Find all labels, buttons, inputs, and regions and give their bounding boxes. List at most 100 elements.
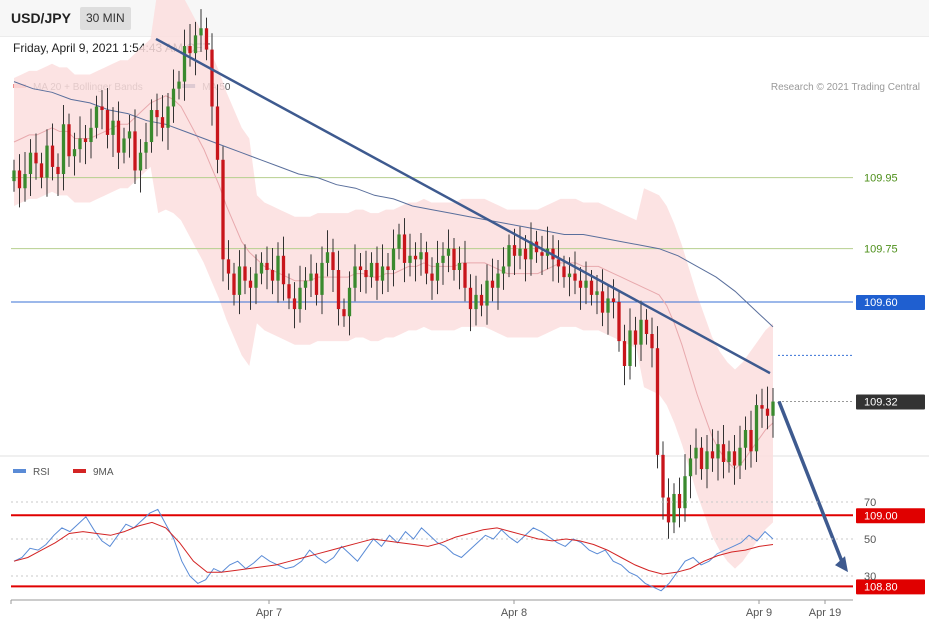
candle-body bbox=[655, 348, 660, 455]
candle-body bbox=[276, 255, 280, 281]
candle-body bbox=[259, 262, 264, 274]
candle-body bbox=[188, 46, 192, 54]
candle-body bbox=[133, 131, 137, 171]
ma50-line bbox=[13, 81, 774, 328]
candle-body bbox=[540, 252, 544, 256]
candle-body bbox=[419, 252, 423, 260]
candle-body bbox=[314, 273, 319, 295]
candle-body bbox=[336, 270, 341, 310]
candle-body bbox=[765, 408, 770, 416]
candle-body bbox=[166, 106, 170, 128]
level-badge bbox=[856, 508, 925, 524]
level-label: 109.00 bbox=[864, 510, 898, 522]
candle-body bbox=[457, 262, 462, 271]
candle-body bbox=[688, 458, 693, 477]
level-badge bbox=[856, 295, 925, 310]
candle-body bbox=[17, 170, 22, 189]
candle-body bbox=[83, 138, 88, 143]
candle-body bbox=[661, 454, 665, 498]
candle-body bbox=[50, 145, 55, 167]
candle-body bbox=[23, 174, 27, 189]
level-label: 109.95 bbox=[864, 173, 898, 185]
candle-body bbox=[78, 138, 82, 150]
candle-body bbox=[221, 159, 225, 260]
forecast-arrow-head bbox=[835, 556, 848, 573]
candle-body bbox=[760, 405, 764, 409]
candle-body bbox=[435, 262, 440, 281]
level-badge bbox=[856, 579, 925, 595]
candle-body bbox=[562, 266, 566, 278]
candle-body bbox=[171, 88, 176, 107]
candle-body bbox=[342, 309, 346, 317]
candle-body bbox=[666, 497, 671, 523]
candle-body bbox=[61, 124, 66, 175]
candle-body bbox=[595, 291, 599, 295]
candle-body bbox=[111, 120, 115, 135]
candle-body bbox=[39, 163, 44, 178]
candle-body bbox=[67, 124, 71, 157]
candle-body bbox=[567, 273, 572, 278]
candle-body bbox=[556, 259, 561, 267]
candle-body bbox=[254, 273, 258, 288]
rsi-ma-line bbox=[13, 521, 774, 575]
candle-body bbox=[446, 248, 451, 256]
candle-body bbox=[622, 341, 627, 366]
rsi-legend-swatch bbox=[13, 469, 26, 473]
candle-body bbox=[600, 291, 605, 313]
candle-body bbox=[232, 273, 236, 295]
candle-body bbox=[463, 262, 467, 288]
candle-body bbox=[402, 234, 407, 263]
candle-body bbox=[34, 152, 38, 164]
candle-body bbox=[375, 262, 379, 281]
candle-body bbox=[611, 298, 616, 302]
candle-body bbox=[210, 49, 214, 107]
candle-body bbox=[727, 451, 731, 462]
candle-body bbox=[127, 131, 132, 139]
candle-body bbox=[28, 152, 33, 175]
candle-body bbox=[452, 248, 456, 271]
candle-body bbox=[380, 266, 385, 281]
forecast-arrow bbox=[777, 400, 845, 565]
candle-body bbox=[584, 280, 588, 288]
candle-body bbox=[716, 444, 720, 459]
level-label: 108.80 bbox=[864, 581, 898, 593]
timeframe-badge[interactable]: 30 MIN bbox=[80, 7, 131, 30]
candle-body bbox=[683, 476, 687, 509]
candle-body bbox=[292, 298, 297, 310]
rsi-tick-label: 30 bbox=[864, 571, 876, 583]
candle-body bbox=[270, 270, 275, 281]
candle-body bbox=[424, 252, 429, 274]
candle-body bbox=[397, 234, 401, 249]
candle-body bbox=[496, 273, 500, 288]
candle-body bbox=[754, 405, 759, 452]
symbol-title: USD/JPY bbox=[11, 10, 71, 26]
candle-body bbox=[617, 302, 621, 342]
candle-body bbox=[325, 252, 330, 263]
candle-body bbox=[694, 447, 698, 459]
candle-body bbox=[633, 330, 638, 345]
candle-body bbox=[441, 255, 445, 263]
candle-body bbox=[474, 294, 478, 310]
rsi-tick-label: 70 bbox=[864, 497, 876, 509]
x-tick-label: Apr 8 bbox=[501, 607, 527, 619]
candle-body bbox=[182, 46, 187, 82]
candle-body bbox=[677, 493, 682, 509]
candle-body bbox=[386, 266, 390, 271]
candle-body bbox=[265, 262, 269, 271]
candle-body bbox=[749, 429, 753, 452]
candle-body bbox=[193, 35, 198, 54]
candle-body bbox=[479, 294, 484, 306]
candle-body bbox=[303, 280, 308, 288]
candle-body bbox=[144, 142, 148, 153]
candle-body bbox=[639, 319, 643, 345]
level-label: 109.75 bbox=[864, 244, 898, 256]
current-price-label: 109.32 bbox=[864, 397, 898, 409]
candle-body bbox=[650, 333, 654, 349]
candle-body bbox=[226, 259, 231, 274]
candle-body bbox=[237, 266, 242, 295]
candle-body bbox=[523, 248, 528, 260]
candle-body bbox=[45, 145, 49, 178]
candle-body bbox=[771, 401, 775, 416]
candle-body bbox=[204, 28, 209, 50]
